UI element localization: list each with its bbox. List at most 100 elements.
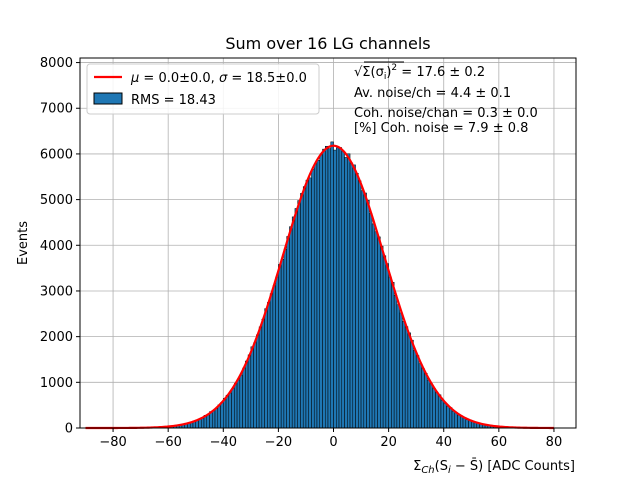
- histogram-bin: [278, 264, 282, 429]
- histogram-bin: [437, 394, 442, 429]
- chart-title: Sum over 16 LG channels: [225, 34, 430, 53]
- histogram-bin: [231, 388, 235, 429]
- x-tick-label-3: −20: [265, 435, 292, 450]
- histogram-bin: [421, 368, 425, 429]
- legend-histogram-label: RMS = 18.43: [131, 93, 216, 108]
- histogram-bin: [294, 208, 298, 429]
- histogram-bin: [366, 200, 370, 429]
- histogram-bin: [333, 149, 337, 429]
- y-tick-label-4: 4000: [40, 239, 73, 254]
- histogram-bin: [206, 414, 210, 429]
- histogram-bin: [220, 402, 224, 429]
- histogram-bin: [336, 147, 340, 429]
- x-tick-label-7: 60: [491, 435, 508, 450]
- histogram-bin: [324, 145, 329, 429]
- histogram-bin: [269, 293, 274, 429]
- histogram-bin: [330, 141, 334, 429]
- histogram-bin: [393, 294, 398, 429]
- histogram-bin: [258, 326, 263, 429]
- x-tick-label-2: −40: [210, 435, 237, 450]
- histogram-bin: [297, 200, 301, 429]
- histogram-bin: [448, 407, 453, 429]
- histogram-bin: [402, 321, 406, 429]
- histogram-bin: [308, 177, 312, 429]
- y-tick-label-3: 3000: [40, 284, 73, 299]
- legend-fit-label: μ = 0.0±0.0, σ = 18.5±0.0: [130, 71, 307, 86]
- histogram-bin: [451, 410, 456, 429]
- y-tick-label-2: 2000: [40, 330, 73, 345]
- annotation-avg-noise: Av. noise/ch = 4.4 ± 0.1: [354, 86, 511, 101]
- y-tick-label-5: 5000: [40, 193, 73, 208]
- legend: μ = 0.0±0.0, σ = 18.5±0.0 RMS = 18.43: [86, 63, 320, 115]
- histogram-bin: [407, 332, 411, 429]
- histogram-bin: [225, 394, 230, 429]
- fit-curve: [85, 144, 554, 430]
- annotation-coh-noise: Coh. noise/chan = 0.3 ± 0.0: [354, 106, 538, 121]
- histogram-bin: [391, 282, 395, 429]
- histogram-bin: [239, 374, 243, 429]
- histogram-bin: [440, 399, 444, 429]
- histogram-bin: [413, 350, 417, 429]
- histogram-bin: [352, 164, 356, 429]
- histogram-bin: [228, 392, 232, 429]
- histogram-bin: [432, 388, 436, 429]
- histogram-bin: [435, 392, 439, 429]
- histogram-bars: [85, 141, 555, 429]
- histogram-bin: [460, 415, 464, 429]
- histogram-bin: [349, 162, 354, 429]
- x-tick-label-4: 0: [329, 435, 337, 450]
- histogram-bin: [424, 373, 428, 429]
- histogram-bin: [275, 276, 279, 429]
- histogram-bin: [214, 408, 219, 429]
- histogram-bin: [418, 363, 422, 429]
- axes-frame: [79, 57, 577, 429]
- histogram-bin: [253, 342, 257, 429]
- x-tick-label-1: −60: [154, 435, 181, 450]
- histogram-bin: [300, 193, 304, 429]
- annotation-sqrt-sum: √Σ(σi)2 = 17.6 ± 0.2: [354, 63, 485, 82]
- histogram-bin: [234, 383, 238, 429]
- histogram-bin: [217, 404, 221, 429]
- annotations: √Σ(σi)2 = 17.6 ± 0.2 Av. noise/ch = 4.4 …: [354, 61, 538, 136]
- histogram-bin: [454, 412, 458, 429]
- histogram-bin: [247, 354, 252, 429]
- y-tick-label-8: 8000: [40, 56, 73, 71]
- legend-histogram-swatch: [93, 92, 123, 105]
- histogram-bin: [457, 414, 461, 429]
- y-tick-label-7: 7000: [40, 102, 73, 117]
- histogram-bin: [280, 258, 285, 429]
- x-tick-label-5: 20: [380, 435, 397, 450]
- histogram-bin: [250, 346, 254, 429]
- y-tick-label-1: 1000: [40, 376, 73, 391]
- histogram-bin: [363, 192, 367, 429]
- histogram-bin: [327, 148, 332, 429]
- histogram-bin: [245, 360, 249, 429]
- histogram-bin: [371, 223, 376, 429]
- x-tick-label-8: 80: [546, 435, 563, 450]
- histogram-bin: [341, 150, 345, 429]
- histogram-bin: [415, 355, 420, 429]
- histogram-bin: [347, 153, 351, 429]
- histogram-bin: [283, 248, 287, 429]
- x-axis-label: ΣCh(Si − S̄) [ADC Counts]: [413, 459, 575, 476]
- histogram-bin: [465, 419, 469, 429]
- histogram-bin: [446, 406, 450, 429]
- histogram-bin: [322, 148, 326, 429]
- histogram-bin: [261, 318, 265, 429]
- histogram-bin: [358, 180, 362, 429]
- y-axis-ticks: 0 1000 2000 3000 4000 5000 6000 7000 8000: [40, 56, 80, 437]
- histogram-bin: [360, 190, 365, 429]
- histogram-bin: [396, 304, 400, 429]
- histogram-bin: [313, 163, 318, 429]
- histogram-bin: [374, 231, 378, 429]
- histogram-bin: [344, 157, 348, 429]
- histogram-bin: [404, 326, 409, 429]
- histogram-bin: [388, 276, 392, 429]
- histogram-bin: [200, 417, 205, 429]
- histogram-bin: [242, 367, 246, 429]
- histogram-bin: [302, 186, 307, 429]
- histogram-bin: [385, 263, 389, 429]
- histogram-bin: [267, 302, 271, 429]
- histogram-bin: [289, 226, 293, 429]
- histogram-bin: [399, 312, 403, 429]
